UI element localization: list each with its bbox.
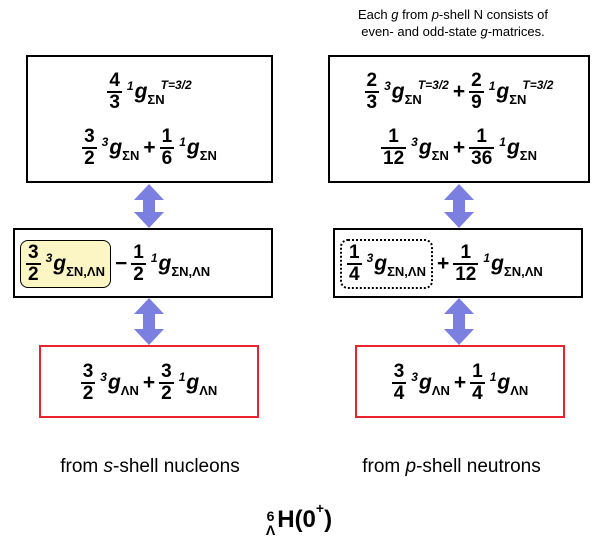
note: Each g from p-shell N consists of even- …: [308, 6, 598, 40]
g-term: 1gΣNT=3/2: [126, 78, 192, 107]
note-text: from: [398, 7, 432, 22]
fraction: 1 36: [469, 126, 495, 169]
g-term: 1gΣNT=3/2: [488, 78, 554, 107]
g-term: 3gΣN,ΛN: [45, 251, 105, 279]
g-term: 3gΣN: [101, 135, 140, 163]
note-p: p: [431, 7, 439, 22]
operator: −: [114, 252, 128, 275]
isospin-superscript: T=3/2: [160, 78, 192, 92]
right-caption: from p-shell neutrons: [362, 456, 541, 477]
note-text: Each: [357, 7, 392, 22]
left-lower-double-arrow: [134, 298, 164, 345]
g-term: 1gΣN,ΛN: [150, 251, 211, 279]
g-term: 1gΛN: [489, 370, 529, 398]
note-text: -matrices.: [487, 24, 545, 39]
g-term: 1gΣN: [499, 135, 537, 163]
note-line-2: even- and odd-state g-matrices.: [308, 23, 598, 40]
g-term: 3gΛN: [411, 370, 450, 398]
g-term: 1gΛN: [178, 370, 218, 398]
note-g: g: [391, 7, 399, 22]
hypernucleus-title: 6 Λ H(0 +): [0, 500, 598, 537]
g-term: 1gΣN,ΛN: [483, 251, 543, 279]
operator: +: [436, 252, 450, 275]
hyperon-symbol: Λ: [265, 522, 276, 538]
left-upper-double-arrow: [134, 184, 164, 228]
mass-and-hyperon: 6 Λ: [266, 506, 275, 537]
right-upper-double-arrow: [444, 184, 474, 228]
g-term: 3gΣN: [411, 135, 449, 163]
operator: +: [452, 80, 466, 103]
fraction: 1 12: [453, 242, 479, 285]
operator: +: [142, 371, 156, 394]
operator: +: [143, 136, 156, 159]
fraction: 1 12: [381, 126, 407, 169]
note-text: even- and odd-state: [361, 24, 481, 39]
isospin-superscript: T=3/2: [522, 78, 554, 92]
close-paren: ): [324, 506, 333, 533]
g-term: 3gΣNT=3/2: [384, 78, 449, 107]
isospin-superscript: T=3/2: [417, 78, 449, 92]
parity-sign: +: [315, 500, 325, 516]
operator: +: [453, 371, 467, 394]
g-term: 3gΣN,ΛN: [366, 251, 426, 279]
operator: +: [452, 136, 466, 159]
mass-number: 6: [266, 508, 275, 524]
note-line-1: Each g from p-shell N consists of: [308, 6, 598, 23]
note-g: g: [480, 24, 488, 39]
right-lower-double-arrow: [444, 298, 474, 345]
g-term: 1gΣN: [179, 135, 217, 163]
element-symbol: H(0: [277, 506, 316, 533]
note-text: -shell N consists of: [438, 7, 549, 22]
right-top-row-2: 1 12 3gΣN + 1 36 1gΣN: [330, 123, 588, 173]
left-caption: from s-shell nucleons: [60, 456, 240, 477]
g-term: 3gΛN: [100, 370, 139, 398]
